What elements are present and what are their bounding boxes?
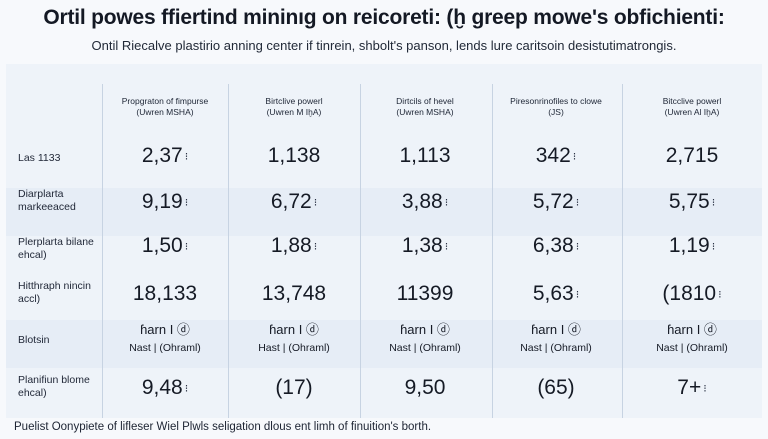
column-header-title: Piresonrinofiles to clowe	[510, 96, 602, 106]
table-cell: 2,37 ⁝	[141, 144, 189, 167]
footnote-marker: ⁝	[184, 382, 189, 395]
column-header-title: Birtclive powerl	[265, 96, 323, 106]
table-cell: 5,72 ⁝	[532, 190, 580, 213]
table-cell: ɦarn I ⓓ Nast | (Ohraml)	[129, 322, 201, 354]
table-cell: 18,133	[132, 282, 198, 305]
footnote: Puelist Oonypiete of lifleser Wiel Plwls…	[14, 421, 432, 433]
footnote-marker: ⁝	[184, 150, 189, 163]
column-header: Bitcclive powerl (Uwren Al IḫA)	[630, 96, 754, 118]
column-header: Piresonrinofiles to clowe (JS)	[494, 96, 618, 118]
table-cell: 1,113	[399, 144, 451, 167]
footnote-marker: ⁝	[575, 288, 580, 301]
column-divider	[622, 84, 623, 418]
table-cell: ɦarn I ⓓ Nast | (Ohraml)	[656, 322, 728, 354]
table-cell: 13,748	[261, 282, 327, 305]
column-header-title: Propgraton of fimpurse	[121, 96, 209, 106]
footnote-marker: ⁝	[575, 240, 580, 253]
column-divider	[102, 84, 103, 418]
row-band	[6, 320, 762, 368]
table-cell: 1,138	[267, 144, 321, 167]
column-header: Propgraton of fimpurse (Uwren MSHA)	[103, 96, 227, 118]
footnote-marker: ⁝	[444, 196, 449, 209]
footnote-marker: ⁝	[703, 382, 707, 395]
footnote-marker: ⁝	[184, 196, 189, 209]
row-label: Plerplarta bilane ehcal)	[18, 236, 94, 261]
table-cell: (17)	[275, 376, 313, 399]
table-cell: ɦarn I ⓓ Nast | (Ohraml)	[389, 322, 461, 354]
table-cell: 1,50 ⁝	[141, 234, 189, 257]
footnote-marker: ⁝	[711, 240, 716, 253]
footnote-marker: ⁝	[711, 196, 716, 209]
column-header: Birtclive powerl (Uwren M IḫA)	[232, 96, 356, 118]
column-header-unit: (Uwren M IḫA)	[266, 107, 322, 117]
table-cell: 5,63 ⁝	[532, 282, 580, 305]
table-cell: 9,19 ⁝	[141, 190, 189, 213]
table-cell: ɦarn I ⓓ Nast | (Ohraml)	[520, 322, 592, 354]
page-subtitle: Ontil Riecalve plastirio anning center i…	[91, 38, 677, 53]
table-cell: (65)	[537, 376, 575, 399]
footnote-marker: ⁝	[313, 196, 318, 209]
column-header-title: Dirtcils of hevel	[396, 96, 454, 106]
table-cell: 3,88 ⁝	[401, 190, 449, 213]
footnote-marker: ⁝	[718, 288, 722, 301]
table-cell: 7+ ⁝	[677, 376, 707, 399]
table-cell: 1,19 ⁝	[668, 234, 716, 257]
table-cell: 9,48 ⁝	[141, 376, 189, 399]
column-divider	[228, 84, 229, 418]
footnote-marker: ⁝	[444, 240, 449, 253]
footnote-marker: ⁝	[575, 196, 580, 209]
row-band	[6, 188, 762, 236]
table-cell: 1,38 ⁝	[401, 234, 449, 257]
row-label: Las 1133	[18, 152, 61, 164]
column-divider	[360, 84, 361, 418]
column-header-unit: (Uwren Al IḫA)	[664, 107, 720, 117]
column-header-unit: (Uwren MSHA)	[136, 107, 194, 117]
column-header-title: Bitcclive powerl	[662, 96, 722, 106]
row-label: Planifiun blome ehcal)	[18, 374, 90, 399]
column-divider	[492, 84, 493, 418]
table-cell: 11399	[396, 282, 454, 305]
footnote-marker: ⁝	[572, 150, 577, 163]
table-cell: 342 ⁝	[535, 144, 577, 167]
column-header-unit: (JS)	[548, 107, 564, 117]
table-cell: 5,75 ⁝	[668, 190, 716, 213]
row-label: Diarplarta markeeaced	[18, 188, 76, 213]
table-cell: (1810 ⁝	[662, 282, 722, 305]
row-label: Hitthraph nincin accl)	[18, 280, 91, 305]
table-cell: 6,38 ⁝	[532, 234, 580, 257]
row-label: Blotsin	[18, 334, 50, 346]
table-cell: 1,88 ⁝	[270, 234, 318, 257]
data-table: Propgraton of fimpurse (Uwren MSHA) Birt…	[6, 64, 762, 418]
footnote-marker: ⁝	[184, 240, 189, 253]
table-cell: ɦarn I ⓓ Hast | (Ohraml)	[258, 322, 330, 354]
table-cell: 2,715	[665, 144, 719, 167]
footnote-marker: ⁝	[313, 240, 318, 253]
table-cell: 9,50	[404, 376, 446, 399]
table-cell: 6,72 ⁝	[270, 190, 318, 213]
page-title: Ortil powes ffiertind mininıg on reicore…	[43, 6, 725, 29]
column-header-unit: (Uwren MSHA)	[396, 107, 454, 117]
column-header: Dirtcils of hevel (Uwren MSHA)	[363, 96, 487, 118]
